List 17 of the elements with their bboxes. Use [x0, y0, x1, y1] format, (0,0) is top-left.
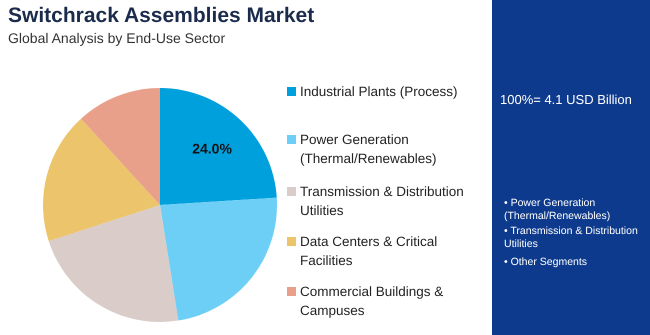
text: • Transmission & Distribution Utilities	[504, 225, 639, 251]
legend-label: Data Centers & Critical Facilities	[300, 234, 438, 268]
chart-subtitle: Global Analysis by End-Use Sector	[8, 30, 226, 46]
legend-label: Industrial Plants (Process)	[300, 84, 458, 99]
pie-slice	[43, 118, 160, 242]
legend-label: Transmission & Distribution Utilities	[300, 184, 464, 218]
pie-slice	[160, 88, 277, 205]
text: • Power Generation (Thermal/Renewables)	[504, 197, 612, 223]
pie-slice	[80, 88, 160, 205]
text: 100%= 4.1 USD Billion	[500, 92, 633, 107]
legend-label: Commercial Buildings & Campuses	[300, 284, 444, 318]
legend-label: Power Generation (Thermal/Renewables)	[300, 132, 437, 166]
chart-title: Switchrack Assemblies Market	[8, 4, 314, 28]
pie-slice	[160, 198, 277, 321]
text: • Other Segments	[504, 256, 588, 269]
pie-slice	[48, 205, 178, 322]
data-label: 24.0%	[192, 140, 232, 156]
